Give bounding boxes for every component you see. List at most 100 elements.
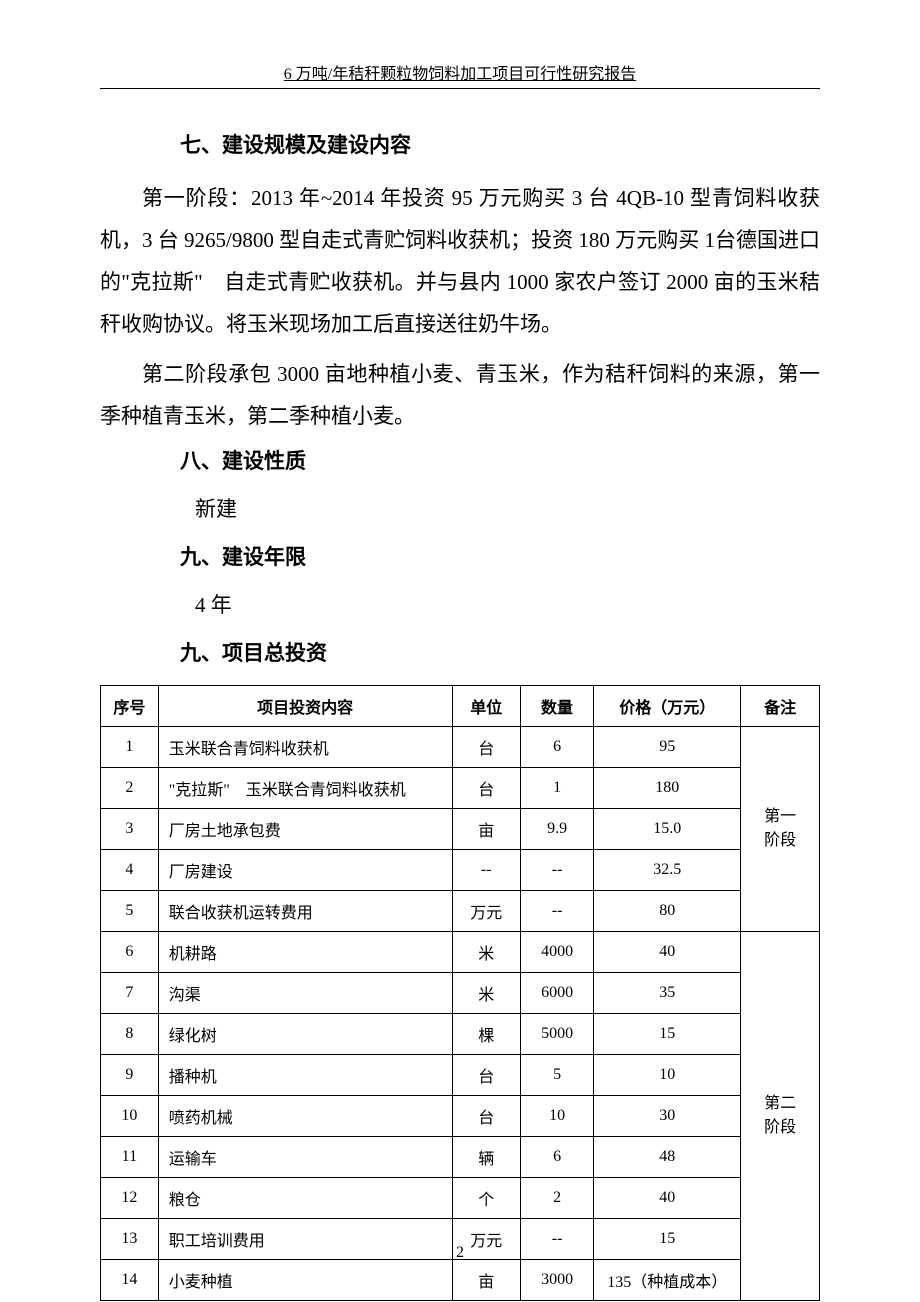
cell-item: 厂房土地承包费 <box>158 809 452 850</box>
table-row: 9播种机台510 <box>101 1055 820 1096</box>
table-header-row: 序号 项目投资内容 单位 数量 价格（万元） 备注 <box>101 686 820 727</box>
cell-price: 40 <box>594 932 741 973</box>
cell-seq: 7 <box>101 973 159 1014</box>
cell-price: 30 <box>594 1096 741 1137</box>
cell-item: 播种机 <box>158 1055 452 1096</box>
cell-price: 135（种植成本） <box>594 1260 741 1301</box>
cell-unit: 米 <box>452 973 520 1014</box>
cell-price: 15.0 <box>594 809 741 850</box>
col-unit: 单位 <box>452 686 520 727</box>
table-row: 1玉米联合青饲料收获机台695第一阶段 <box>101 727 820 768</box>
cell-qty: -- <box>520 891 593 932</box>
cell-item: 喷药机械 <box>158 1096 452 1137</box>
cell-seq: 14 <box>101 1260 159 1301</box>
cell-price: 15 <box>594 1014 741 1055</box>
cell-price: 180 <box>594 768 741 809</box>
col-remark: 备注 <box>741 686 820 727</box>
cell-item: 沟渠 <box>158 973 452 1014</box>
cell-qty: 6 <box>520 1137 593 1178</box>
cell-item: 厂房建设 <box>158 850 452 891</box>
cell-unit: 台 <box>452 1096 520 1137</box>
cell-qty: 6000 <box>520 973 593 1014</box>
col-seq: 序号 <box>101 686 159 727</box>
table-row: 12粮仓个240 <box>101 1178 820 1219</box>
cell-unit: 米 <box>452 932 520 973</box>
cell-item: 机耕路 <box>158 932 452 973</box>
section-8-heading: 八、建设性质 <box>180 445 820 475</box>
col-price: 价格（万元） <box>594 686 741 727</box>
cell-price: 80 <box>594 891 741 932</box>
cell-seq: 2 <box>101 768 159 809</box>
cell-unit: 台 <box>452 727 520 768</box>
cell-unit: 辆 <box>452 1137 520 1178</box>
col-qty: 数量 <box>520 686 593 727</box>
page-header: 6 万吨/年秸秆颗粒物饲料加工项目可行性研究报告 <box>100 60 820 89</box>
cell-item: 玉米联合青饲料收获机 <box>158 727 452 768</box>
header-rule <box>100 88 820 89</box>
cell-qty: 9.9 <box>520 809 593 850</box>
cell-item: 运输车 <box>158 1137 452 1178</box>
cell-item: 小麦种植 <box>158 1260 452 1301</box>
table-row: 8绿化树棵500015 <box>101 1014 820 1055</box>
cell-seq: 4 <box>101 850 159 891</box>
col-item: 项目投资内容 <box>158 686 452 727</box>
cell-qty: 1 <box>520 768 593 809</box>
table-row: 7沟渠米600035 <box>101 973 820 1014</box>
cell-unit: 亩 <box>452 809 520 850</box>
table-body: 1玉米联合青饲料收获机台695第一阶段2"克拉斯" 玉米联合青饲料收获机台118… <box>101 727 820 1301</box>
table-row: 2"克拉斯" 玉米联合青饲料收获机台1180 <box>101 768 820 809</box>
section-7-para-2: 第二阶段承包 3000 亩地种植小麦、青玉米，作为秸秆饲料的来源，第一季种植青玉… <box>100 353 820 437</box>
cell-item: 联合收获机运转费用 <box>158 891 452 932</box>
cell-qty: 2 <box>520 1178 593 1219</box>
section-9a-heading: 九、建设年限 <box>180 541 820 571</box>
section-7-para-1: 第一阶段：2013 年~2014 年投资 95 万元购买 3 台 4QB-10 … <box>100 177 820 345</box>
cell-item: 绿化树 <box>158 1014 452 1055</box>
cell-unit: 棵 <box>452 1014 520 1055</box>
cell-price: 48 <box>594 1137 741 1178</box>
cell-unit: 个 <box>452 1178 520 1219</box>
cell-remark-phase1: 第一阶段 <box>741 727 820 932</box>
cell-price: 35 <box>594 973 741 1014</box>
cell-qty: 3000 <box>520 1260 593 1301</box>
cell-item: "克拉斯" 玉米联合青饲料收获机 <box>158 768 452 809</box>
cell-qty: 4000 <box>520 932 593 973</box>
cell-seq: 3 <box>101 809 159 850</box>
document-page: 6 万吨/年秸秆颗粒物饲料加工项目可行性研究报告 七、建设规模及建设内容 第一阶… <box>0 0 920 1302</box>
cell-seq: 9 <box>101 1055 159 1096</box>
table-row: 11运输车辆648 <box>101 1137 820 1178</box>
table-row: 4厂房建设----32.5 <box>101 850 820 891</box>
header-title: 6 万吨/年秸秆颗粒物饲料加工项目可行性研究报告 <box>284 60 636 86</box>
cell-qty: -- <box>520 850 593 891</box>
section-9a-text: 4 年 <box>195 589 820 619</box>
cell-qty: 5000 <box>520 1014 593 1055</box>
cell-seq: 6 <box>101 932 159 973</box>
section-8-text: 新建 <box>195 493 820 523</box>
cell-price: 95 <box>594 727 741 768</box>
investment-table-container: 序号 项目投资内容 单位 数量 价格（万元） 备注 1玉米联合青饲料收获机台69… <box>100 685 820 1301</box>
section-7-heading: 七、建设规模及建设内容 <box>180 129 820 159</box>
cell-price: 10 <box>594 1055 741 1096</box>
cell-seq: 1 <box>101 727 159 768</box>
cell-seq: 10 <box>101 1096 159 1137</box>
cell-item: 粮仓 <box>158 1178 452 1219</box>
table-row: 6机耕路米400040第二阶段 <box>101 932 820 973</box>
cell-qty: 5 <box>520 1055 593 1096</box>
page-number: 2 <box>0 1244 920 1262</box>
cell-qty: 6 <box>520 727 593 768</box>
cell-price: 32.5 <box>594 850 741 891</box>
cell-unit: -- <box>452 850 520 891</box>
cell-qty: 10 <box>520 1096 593 1137</box>
table-row: 10喷药机械台1030 <box>101 1096 820 1137</box>
cell-seq: 5 <box>101 891 159 932</box>
cell-unit: 亩 <box>452 1260 520 1301</box>
cell-seq: 8 <box>101 1014 159 1055</box>
investment-table: 序号 项目投资内容 单位 数量 价格（万元） 备注 1玉米联合青饲料收获机台69… <box>100 685 820 1301</box>
cell-seq: 11 <box>101 1137 159 1178</box>
table-row: 5联合收获机运转费用万元--80 <box>101 891 820 932</box>
cell-unit: 台 <box>452 1055 520 1096</box>
cell-seq: 12 <box>101 1178 159 1219</box>
cell-price: 40 <box>594 1178 741 1219</box>
section-9b-heading: 九、项目总投资 <box>180 637 820 667</box>
table-row: 14小麦种植亩3000135（种植成本） <box>101 1260 820 1301</box>
cell-unit: 台 <box>452 768 520 809</box>
